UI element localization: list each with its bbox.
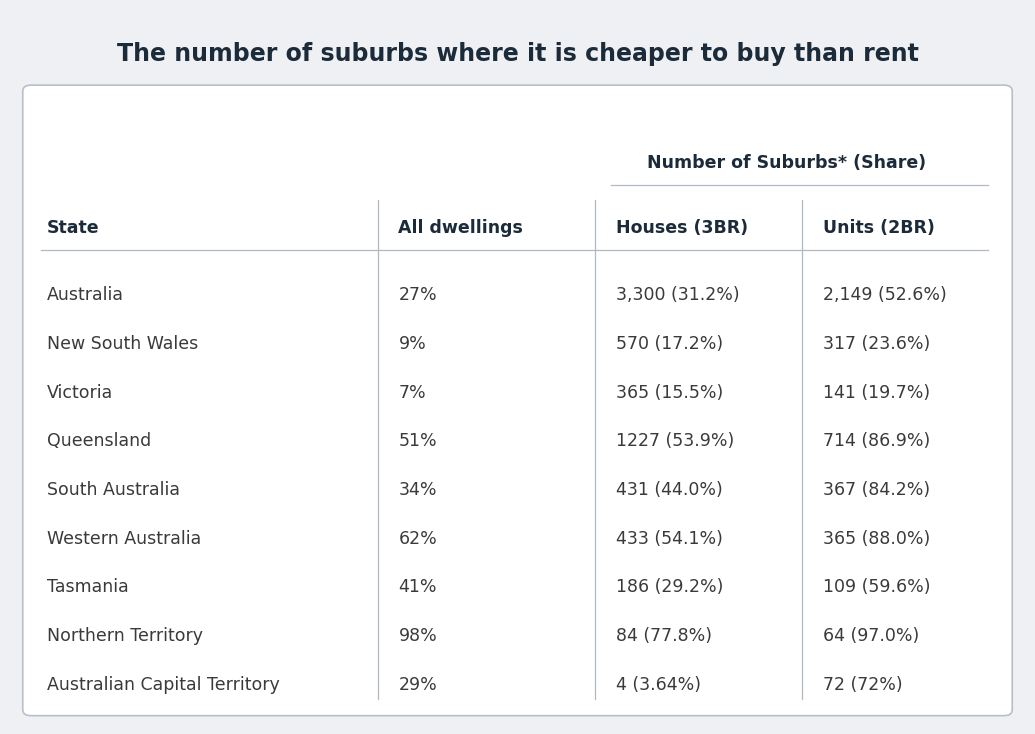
Text: Australian Capital Territory: Australian Capital Territory [47, 676, 279, 694]
Text: 109 (59.6%): 109 (59.6%) [823, 578, 930, 597]
Text: 9%: 9% [398, 335, 426, 353]
Text: 84 (77.8%): 84 (77.8%) [616, 628, 712, 645]
Text: The number of suburbs where it is cheaper to buy than rent: The number of suburbs where it is cheape… [117, 42, 918, 65]
Text: Number of Suburbs* (Share): Number of Suburbs* (Share) [647, 154, 926, 172]
Text: Australia: Australia [47, 286, 123, 304]
Text: 41%: 41% [398, 578, 437, 597]
Text: 1227 (53.9%): 1227 (53.9%) [616, 432, 734, 450]
Text: State: State [47, 219, 99, 237]
Text: 62%: 62% [398, 530, 437, 548]
Text: New South Wales: New South Wales [47, 335, 198, 353]
Text: 4 (3.64%): 4 (3.64%) [616, 676, 701, 694]
Text: 7%: 7% [398, 383, 426, 401]
Text: 3,300 (31.2%): 3,300 (31.2%) [616, 286, 739, 304]
Text: Queensland: Queensland [47, 432, 151, 450]
Text: 365 (15.5%): 365 (15.5%) [616, 383, 723, 401]
Text: 51%: 51% [398, 432, 437, 450]
Text: 365 (88.0%): 365 (88.0%) [823, 530, 930, 548]
Text: 367 (84.2%): 367 (84.2%) [823, 481, 930, 499]
Text: 431 (44.0%): 431 (44.0%) [616, 481, 722, 499]
Text: 317 (23.6%): 317 (23.6%) [823, 335, 930, 353]
Text: Northern Territory: Northern Territory [47, 628, 203, 645]
Text: Tasmania: Tasmania [47, 578, 128, 597]
Text: 34%: 34% [398, 481, 437, 499]
Text: 433 (54.1%): 433 (54.1%) [616, 530, 722, 548]
Text: Western Australia: Western Australia [47, 530, 201, 548]
Text: 186 (29.2%): 186 (29.2%) [616, 578, 723, 597]
FancyBboxPatch shape [23, 85, 1012, 716]
Text: 72 (72%): 72 (72%) [823, 676, 903, 694]
Text: Houses (3BR): Houses (3BR) [616, 219, 748, 237]
Text: 98%: 98% [398, 628, 437, 645]
Text: Units (2BR): Units (2BR) [823, 219, 935, 237]
Text: 29%: 29% [398, 676, 437, 694]
Text: 570 (17.2%): 570 (17.2%) [616, 335, 723, 353]
Text: 714 (86.9%): 714 (86.9%) [823, 432, 930, 450]
Text: 141 (19.7%): 141 (19.7%) [823, 383, 930, 401]
Text: All dwellings: All dwellings [398, 219, 524, 237]
Text: South Australia: South Australia [47, 481, 180, 499]
Text: 27%: 27% [398, 286, 437, 304]
Text: Victoria: Victoria [47, 383, 113, 401]
Text: 2,149 (52.6%): 2,149 (52.6%) [823, 286, 947, 304]
Text: 64 (97.0%): 64 (97.0%) [823, 628, 919, 645]
